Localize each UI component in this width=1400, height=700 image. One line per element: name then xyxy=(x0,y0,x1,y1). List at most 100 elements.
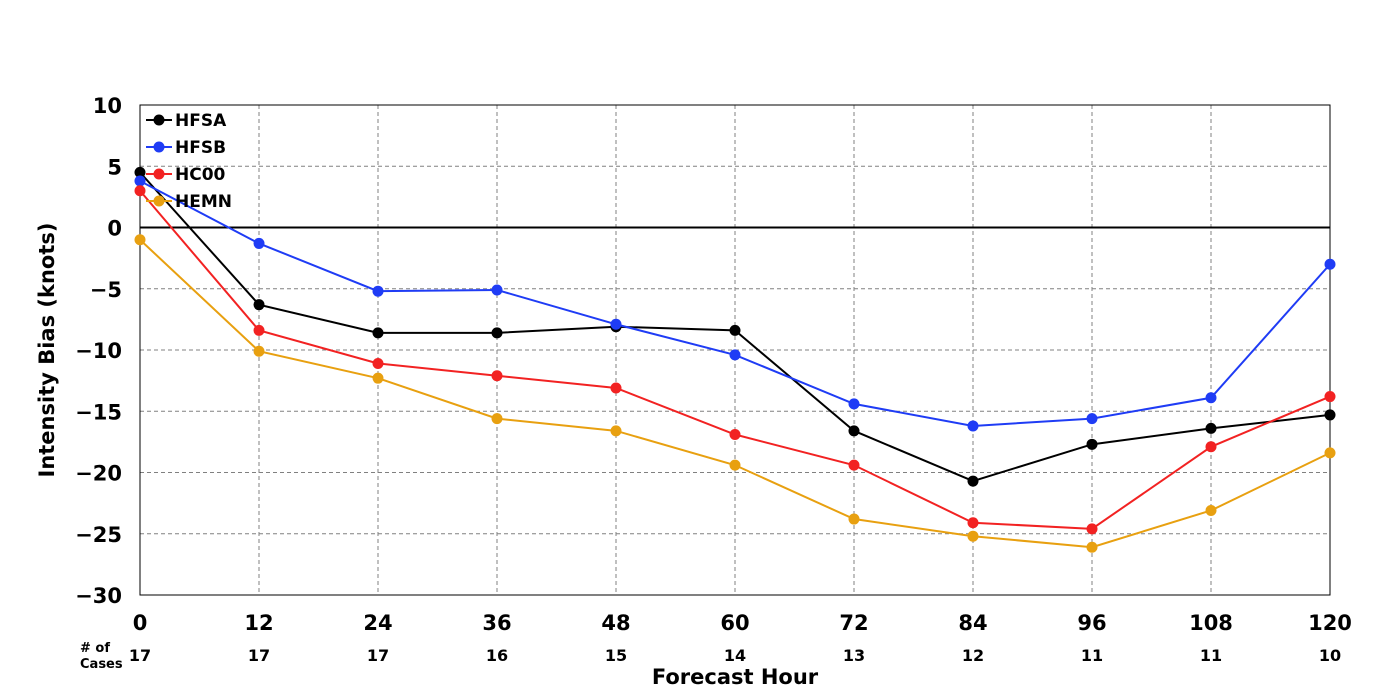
y-tick-label: 0 xyxy=(107,217,122,241)
data-point xyxy=(610,425,622,437)
data-point xyxy=(253,237,265,249)
data-point xyxy=(372,327,384,339)
data-point xyxy=(729,459,741,471)
x-tick-label: 72 xyxy=(839,611,868,635)
case-count: 16 xyxy=(486,646,508,665)
case-count: 12 xyxy=(962,646,984,665)
case-count: 15 xyxy=(605,646,627,665)
data-point xyxy=(1324,447,1336,459)
data-point xyxy=(372,357,384,369)
data-point xyxy=(848,398,860,410)
y-tick-label: −30 xyxy=(75,584,122,608)
x-tick-label: 84 xyxy=(958,611,987,635)
data-point xyxy=(967,517,979,529)
x-tick-label: 12 xyxy=(244,611,273,635)
data-point xyxy=(729,349,741,361)
data-point xyxy=(491,327,503,339)
plot-area-border xyxy=(139,104,1331,596)
x-tick-label: 96 xyxy=(1077,611,1106,635)
legend-item-hemn: HEMN xyxy=(146,192,232,212)
case-count: 17 xyxy=(367,646,389,665)
y-axis-label: Intensity Bias (knots) xyxy=(35,223,59,478)
series-hemn xyxy=(134,234,1336,553)
legend-marker xyxy=(153,195,165,207)
data-point xyxy=(729,429,741,441)
x-tick-labels: 0 12 24 36 48 60 72 84 96 108 120 xyxy=(133,611,1352,635)
data-point xyxy=(1086,413,1098,425)
data-point xyxy=(967,530,979,542)
cases-label-line2: Cases xyxy=(80,657,123,672)
case-counts: 17 17 17 16 15 14 13 12 11 11 10 xyxy=(129,646,1341,665)
case-count: 13 xyxy=(843,646,865,665)
data-point xyxy=(729,324,741,336)
x-tick-label: 60 xyxy=(720,611,749,635)
x-tick-label: 0 xyxy=(133,611,148,635)
legend-item-hc00: HC00 xyxy=(146,165,226,185)
y-tick-label: 5 xyxy=(107,155,122,179)
data-point xyxy=(848,459,860,471)
data-point xyxy=(134,166,146,178)
legend-marker xyxy=(153,141,165,153)
case-count: 11 xyxy=(1081,646,1103,665)
data-point xyxy=(253,324,265,336)
data-point xyxy=(610,318,622,330)
data-point xyxy=(1086,541,1098,553)
y-tick-label: 10 xyxy=(93,94,122,118)
x-tick-label: 24 xyxy=(363,611,392,635)
data-point xyxy=(491,413,503,425)
data-point xyxy=(1086,523,1098,535)
y-tick-labels: 10 5 0 −5 −10 −15 −20 −25 −30 xyxy=(75,94,122,608)
x-tick-label: 36 xyxy=(482,611,511,635)
data-point xyxy=(1205,504,1217,516)
case-count: 11 xyxy=(1200,646,1222,665)
data-point xyxy=(491,370,503,382)
series-hfsb xyxy=(134,175,1336,432)
y-tick-label: −25 xyxy=(75,523,122,547)
legend-marker xyxy=(153,168,165,180)
y-tick-label: −15 xyxy=(75,400,122,424)
data-point xyxy=(372,372,384,384)
x-tick-label: 48 xyxy=(601,611,630,635)
data-point xyxy=(253,345,265,357)
data-point xyxy=(491,284,503,296)
legend-item-hfsa: HFSA xyxy=(146,111,227,131)
data-point xyxy=(253,299,265,311)
case-count: 10 xyxy=(1319,646,1341,665)
data-point xyxy=(848,513,860,525)
data-point xyxy=(134,185,146,197)
data-point xyxy=(967,420,979,432)
gridlines xyxy=(140,105,1330,595)
case-count: 14 xyxy=(724,646,746,665)
data-point xyxy=(610,382,622,394)
data-point xyxy=(848,425,860,437)
series-hc00 xyxy=(134,185,1336,535)
data-point xyxy=(134,175,146,187)
legend-label: HEMN xyxy=(175,192,232,212)
cases-label-line1: # of xyxy=(80,641,110,656)
data-point xyxy=(967,475,979,487)
data-point xyxy=(1086,438,1098,450)
data-point xyxy=(1205,422,1217,434)
legend-item-hfsb: HFSB xyxy=(146,138,226,158)
data-point xyxy=(1205,392,1217,404)
legend-marker xyxy=(153,114,165,126)
data-point xyxy=(1324,391,1336,403)
x-tick-label: 108 xyxy=(1189,611,1233,635)
legend-label: HFSA xyxy=(175,111,227,131)
legend: HFSA HFSB HC00 HEMN xyxy=(146,111,232,212)
data-point xyxy=(1324,409,1336,421)
x-tick-label: 120 xyxy=(1308,611,1352,635)
plot-frame xyxy=(139,104,1331,596)
y-tick-label: −20 xyxy=(75,462,122,486)
y-tick-label: −10 xyxy=(75,339,122,363)
case-count: 17 xyxy=(129,646,151,665)
legend-label: HC00 xyxy=(175,165,226,185)
series-hfsa xyxy=(134,166,1336,487)
x-axis-label: Forecast Hour xyxy=(652,665,819,689)
data-point xyxy=(134,234,146,246)
data-point xyxy=(1205,441,1217,453)
legend-label: HFSB xyxy=(175,138,226,158)
data-point xyxy=(372,285,384,297)
case-count: 17 xyxy=(248,646,270,665)
data-point xyxy=(1324,258,1336,270)
